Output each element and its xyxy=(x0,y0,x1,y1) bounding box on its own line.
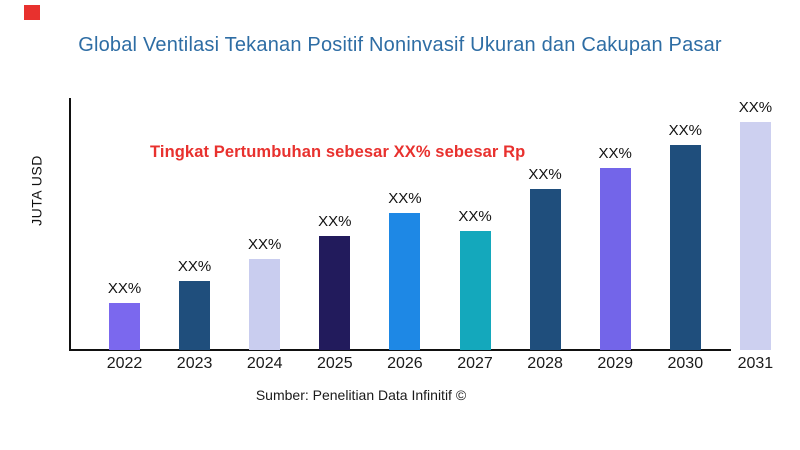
bar-2029 xyxy=(599,168,631,350)
x-tick-label-2023: 2023 xyxy=(176,355,213,372)
bar-2022 xyxy=(109,303,140,350)
x-tick-label-2031: 2031 xyxy=(737,355,774,372)
growth-rate-annotation: Tingkat Pertumbuhan sebesar XX% sebesar … xyxy=(150,143,526,161)
x-tick-label-2029: 2029 xyxy=(597,355,633,372)
y-axis-line xyxy=(69,98,71,350)
bar-value-label-2022: XX% xyxy=(107,280,142,297)
x-tick-label-2022: 2022 xyxy=(106,355,143,372)
x-tick-label-2026: 2026 xyxy=(387,355,423,372)
bar-value-label-2029: XX% xyxy=(598,145,632,162)
bar-value-label-2030: XX% xyxy=(668,122,702,139)
bar-2026 xyxy=(389,213,421,350)
brand-square-logo xyxy=(24,5,40,20)
source-caption: Sumber: Penelitian Data Infinitif © xyxy=(255,387,467,403)
bar-2024 xyxy=(249,259,281,350)
x-tick-label-2030: 2030 xyxy=(667,355,704,372)
bar-2028 xyxy=(529,189,561,350)
y-axis-label: JUTA USD xyxy=(28,155,45,226)
bar-value-label-2026: XX% xyxy=(388,190,422,207)
bar-value-label-2023: XX% xyxy=(177,258,212,275)
bar-2030 xyxy=(669,145,701,350)
bar-value-label-2028: XX% xyxy=(528,166,562,183)
bar-2031 xyxy=(739,122,771,350)
chart-title: Global Ventilasi Tekanan Positif Noninva… xyxy=(78,34,722,56)
x-tick-label-2025: 2025 xyxy=(317,355,353,372)
x-tick-label-2024: 2024 xyxy=(246,355,283,372)
bar-2025 xyxy=(319,236,351,350)
x-tick-label-2027: 2027 xyxy=(457,355,493,372)
bar-value-label-2031: XX% xyxy=(738,99,773,116)
bar-value-label-2024: XX% xyxy=(248,236,282,253)
bar-value-label-2027: XX% xyxy=(458,208,492,225)
x-tick-label-2028: 2028 xyxy=(527,355,563,372)
bar-2023 xyxy=(179,281,211,350)
x-axis-line xyxy=(69,349,731,351)
bar-value-label-2025: XX% xyxy=(318,213,352,230)
bar-2027 xyxy=(459,231,491,350)
